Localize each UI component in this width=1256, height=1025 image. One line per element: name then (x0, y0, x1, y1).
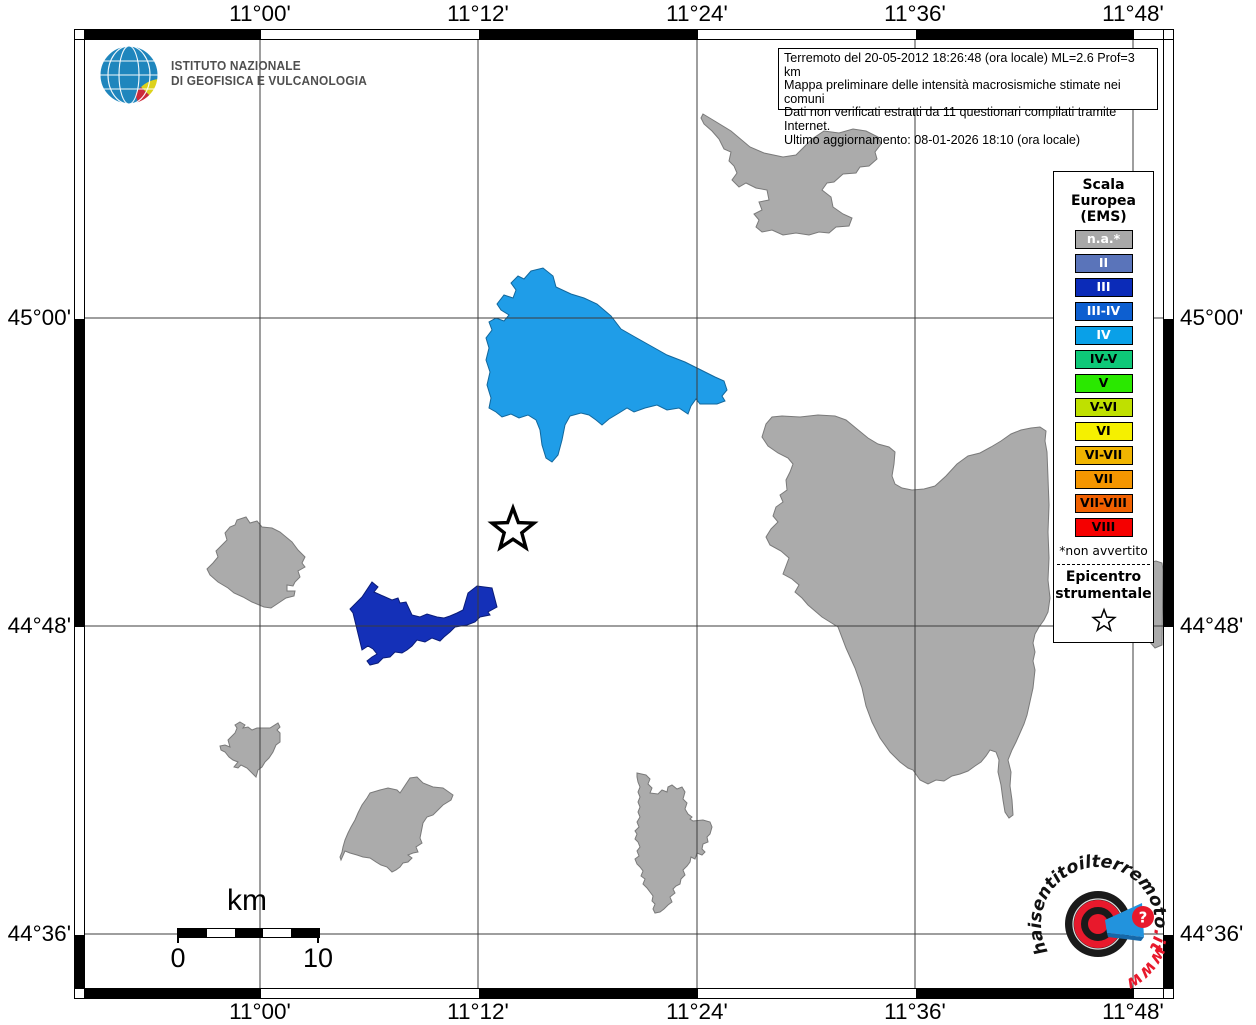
legend-swatch-II: II (1074, 254, 1133, 273)
legend-swatch-VII: VII (1074, 470, 1133, 489)
legend-swatch-VII-VIII: VII-VIII (1074, 494, 1133, 513)
ems-scale-legend: Scala Europea (EMS) n.a.* II III III-IV IV IV… (1053, 171, 1154, 643)
legend-swatch-III: III (1074, 278, 1133, 297)
map-frame-bottom (74, 988, 1173, 999)
lat-label-right-1: 44°48' (1180, 613, 1244, 638)
lon-label-top-3: 11°36' (884, 1, 946, 26)
legend-swatch-IV: IV (1074, 326, 1133, 345)
ingv-wordmark: ISTITUTO NAZIONALE DI GEOFISICA E VULCAN… (171, 59, 367, 90)
map-region-south-vertical (634, 772, 713, 914)
legend-title-line1: Scala (1082, 177, 1125, 193)
lon-label-top-1: 11°12' (447, 1, 509, 26)
legend-swatch-V: V (1074, 374, 1133, 393)
lon-label-bottom-2: 11°24' (666, 999, 728, 1024)
info-line-event: Terremoto del 20-05-2012 18:26:48 (ora l… (784, 51, 1135, 79)
legend-swatch-n.a.*: n.a.* (1074, 230, 1133, 249)
epicenter-label-line1: Epicentro (1065, 569, 1142, 585)
legend-swatch-III-IV: III-IV (1074, 302, 1133, 321)
map-region-intensity-iii (349, 581, 498, 666)
frame-corner-1 (1163, 29, 1174, 40)
legend-swatch-VI-VII: VI-VII (1074, 446, 1133, 465)
ingv-logo: ISTITUTO NAZIONALE DI GEOFISICA E VULCAN… (97, 42, 377, 106)
frame-corner-0 (74, 29, 85, 40)
frame-corner-2 (74, 988, 85, 999)
map-region-west-round (206, 516, 306, 609)
question-badge-icon: ? (1132, 906, 1154, 928)
legend-entries: n.a.* II III III-IV IV IV-V V V-VI VI VI-VII VII VI… (1054, 230, 1153, 537)
lat-label-left-2: 44°36' (7, 921, 71, 946)
lat-label-right-2: 44°36' (1180, 921, 1244, 946)
ingv-globe-icon (99, 45, 159, 105)
legend-swatch-V-VI: V-VI (1074, 398, 1133, 417)
info-line-updated: Ultimo aggiornamento: 08-01-2026 18:10 (… (784, 132, 1081, 147)
lat-label-left-1: 44°48' (7, 613, 71, 638)
legend-title-line2: Europea (1070, 193, 1137, 209)
map-frame-top (74, 29, 1173, 40)
scalebar-tick-left (177, 928, 179, 943)
scalebar-end-label: 10 (302, 943, 334, 973)
lon-label-bottom-0: 11°00' (229, 999, 291, 1024)
legend-footnote: *non avvertito (1059, 544, 1148, 558)
ingv-name-line2: DI GEOFISICA E VULCANOLOGIA (171, 74, 368, 88)
lat-label-right-0: 45°00' (1180, 305, 1244, 330)
scalebar-tick-right (317, 928, 319, 943)
lon-label-bottom-3: 11°36' (884, 999, 946, 1024)
map-region-southwest-small (219, 721, 281, 778)
scalebar-start-label: 0 (170, 943, 186, 973)
map-region-north (700, 113, 882, 236)
map-region-intensity-iv (485, 267, 728, 463)
lon-label-top-0: 11°00' (229, 1, 291, 26)
lat-label-left-0: 45°00' (7, 305, 71, 330)
epicenter-label-line2: strumentale (1055, 586, 1152, 602)
legend-swatch-IV-V: IV-V (1074, 350, 1133, 369)
ingv-name-line1: ISTITUTO NAZIONALE (171, 58, 301, 73)
epicenter-star (487, 503, 539, 552)
haisentito-logo: haisentitoilterremoto.it www. ? (1026, 852, 1171, 994)
question-mark: ? (1139, 909, 1148, 927)
earthquake-info-box: Terremoto del 20-05-2012 18:26:48 (ora l… (778, 48, 1158, 146)
map-canvas (85, 40, 1163, 988)
legend-title: Scala Europea (EMS) (1054, 177, 1153, 225)
info-line-map: Mappa preliminare delle intensità macros… (784, 78, 1121, 106)
lon-label-top-4: 11°48' (1102, 1, 1164, 26)
lon-label-top-2: 11°24' (666, 1, 728, 26)
lon-label-bottom-4: 11°48' (1102, 999, 1164, 1024)
map-frame-left (74, 29, 85, 998)
frame-corner-3 (1163, 988, 1174, 999)
legend-title-line3: (EMS) (1080, 209, 1127, 225)
info-line-data: Dati non verificati estratti da 11 quest… (784, 105, 1117, 133)
epicenter-star-icon (1090, 607, 1117, 632)
legend-swatch-VIII: VIII (1074, 518, 1133, 537)
legend-divider (1057, 564, 1150, 565)
scalebar (178, 928, 320, 938)
lon-label-bottom-1: 11°12' (447, 999, 509, 1024)
map-region-east-large (761, 414, 1051, 819)
scalebar-unit-label: km (227, 884, 267, 917)
legend-swatch-VI: VI (1074, 422, 1133, 441)
map-region-south-quad (339, 776, 454, 873)
